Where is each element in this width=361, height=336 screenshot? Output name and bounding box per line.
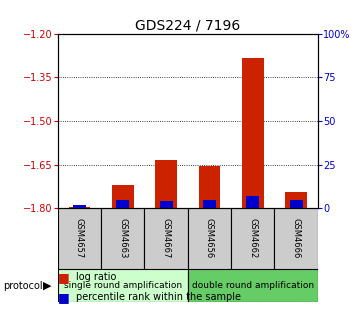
Title: GDS224 / 7196: GDS224 / 7196 bbox=[135, 18, 240, 33]
Text: log ratio: log ratio bbox=[76, 272, 116, 282]
Bar bbox=[285, 192, 307, 208]
Text: ■: ■ bbox=[58, 271, 70, 284]
Bar bbox=[58, 269, 188, 302]
Text: GSM4662: GSM4662 bbox=[248, 218, 257, 259]
Bar bbox=[69, 207, 90, 208]
Bar bbox=[116, 200, 129, 208]
Bar bbox=[112, 185, 134, 208]
Bar bbox=[188, 269, 318, 302]
Bar bbox=[203, 200, 216, 208]
Bar bbox=[160, 201, 173, 208]
Bar bbox=[246, 196, 259, 208]
Bar bbox=[290, 200, 303, 208]
Bar bbox=[231, 208, 274, 269]
Bar bbox=[73, 205, 86, 208]
Bar bbox=[242, 58, 264, 208]
Text: double round amplification: double round amplification bbox=[192, 281, 314, 290]
Text: GSM4656: GSM4656 bbox=[205, 218, 214, 259]
Text: GSM4666: GSM4666 bbox=[292, 218, 300, 259]
Text: ■: ■ bbox=[58, 291, 70, 304]
Text: GSM4657: GSM4657 bbox=[75, 218, 84, 259]
Text: single round amplification: single round amplification bbox=[64, 281, 182, 290]
Text: ▶: ▶ bbox=[43, 281, 52, 291]
Bar bbox=[199, 166, 220, 208]
Text: GSM4667: GSM4667 bbox=[162, 218, 170, 259]
Bar bbox=[274, 208, 318, 269]
Bar bbox=[155, 160, 177, 208]
Bar bbox=[58, 208, 101, 269]
Text: GSM4663: GSM4663 bbox=[118, 218, 127, 259]
Text: percentile rank within the sample: percentile rank within the sample bbox=[76, 292, 241, 302]
Bar bbox=[188, 208, 231, 269]
Bar bbox=[144, 208, 188, 269]
Text: protocol: protocol bbox=[4, 281, 43, 291]
Bar bbox=[101, 208, 144, 269]
